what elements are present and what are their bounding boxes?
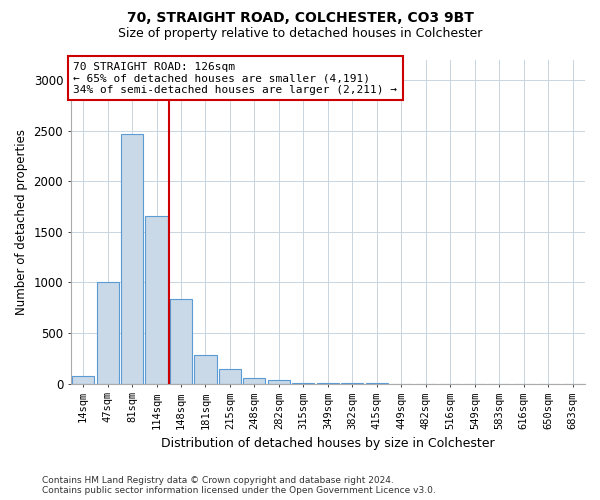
Bar <box>268 380 290 384</box>
Bar <box>317 383 339 384</box>
Bar <box>97 282 119 384</box>
Text: Size of property relative to detached houses in Colchester: Size of property relative to detached ho… <box>118 28 482 40</box>
Text: 70 STRAIGHT ROAD: 126sqm
← 65% of detached houses are smaller (4,191)
34% of sem: 70 STRAIGHT ROAD: 126sqm ← 65% of detach… <box>73 62 397 95</box>
Bar <box>170 298 192 384</box>
Bar <box>72 376 94 384</box>
Y-axis label: Number of detached properties: Number of detached properties <box>15 129 28 315</box>
Bar <box>244 378 265 384</box>
Bar <box>194 355 217 384</box>
Bar <box>219 370 241 384</box>
Bar <box>145 216 167 384</box>
Text: 70, STRAIGHT ROAD, COLCHESTER, CO3 9BT: 70, STRAIGHT ROAD, COLCHESTER, CO3 9BT <box>127 11 473 25</box>
Text: Contains HM Land Registry data © Crown copyright and database right 2024.: Contains HM Land Registry data © Crown c… <box>42 476 394 485</box>
Bar <box>292 382 314 384</box>
Text: Contains public sector information licensed under the Open Government Licence v3: Contains public sector information licen… <box>42 486 436 495</box>
X-axis label: Distribution of detached houses by size in Colchester: Distribution of detached houses by size … <box>161 437 495 450</box>
Bar <box>121 134 143 384</box>
